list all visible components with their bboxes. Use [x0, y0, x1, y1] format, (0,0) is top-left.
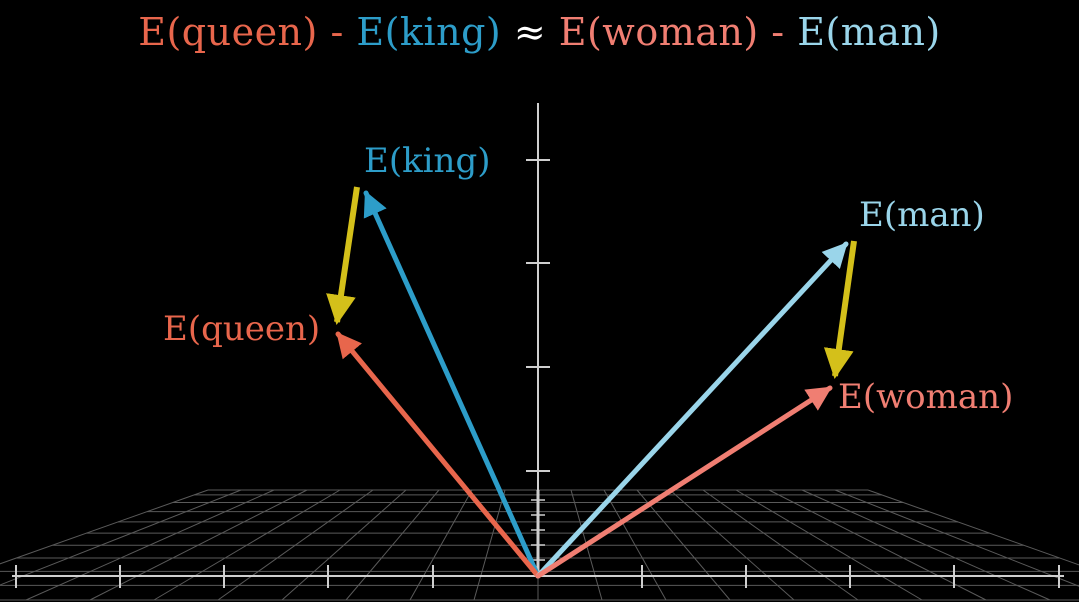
grid-column-line: [0, 489, 242, 586]
queen-label: E(queen): [163, 309, 320, 349]
grid-column-line: [281, 489, 407, 601]
title-minus-1: -: [317, 10, 357, 54]
grid-column-line: [702, 489, 859, 601]
grid-column-line: [669, 489, 795, 601]
grid-column-line: [768, 489, 987, 601]
title-term-man: E(man): [797, 10, 941, 54]
grid-column-line: [867, 489, 1079, 566]
grid-column-line: [801, 489, 1051, 601]
man-to-woman-difference-vector: [823, 240, 857, 379]
grid-column-line: [25, 489, 275, 601]
woman-vector: [535, 385, 833, 579]
title-minus-2: -: [758, 10, 798, 54]
grid-column-line: [636, 489, 731, 601]
grid-column-line: [89, 489, 308, 601]
grid-column-line: [153, 489, 341, 601]
grid-column-line: [409, 489, 473, 601]
axis-ticks: [15, 159, 1060, 588]
equation-title: E(queen) - E(king) ≈ E(woman) - E(man): [0, 10, 1079, 54]
title-term-king: E(king): [356, 10, 502, 54]
title-term-queen: E(queen): [138, 10, 318, 54]
grid-column-line: [473, 489, 506, 601]
title-approx: ≈: [501, 10, 559, 54]
king-vector: [363, 190, 541, 579]
grid-column-line: [834, 489, 1079, 587]
king-to-queen-difference-vector: [326, 186, 360, 325]
man-label: E(man): [859, 195, 985, 235]
grid-column-line: [217, 489, 374, 601]
grid-column-line: [345, 489, 440, 601]
grid-column-line: [603, 489, 667, 601]
grid-column-line: [0, 489, 209, 565]
grid-column-line: [735, 489, 923, 601]
queen-vector: [335, 331, 541, 579]
title-term-woman: E(woman): [558, 10, 759, 54]
man-vector: [535, 241, 849, 579]
woman-label: E(woman): [838, 377, 1013, 417]
king-label: E(king): [364, 141, 491, 181]
